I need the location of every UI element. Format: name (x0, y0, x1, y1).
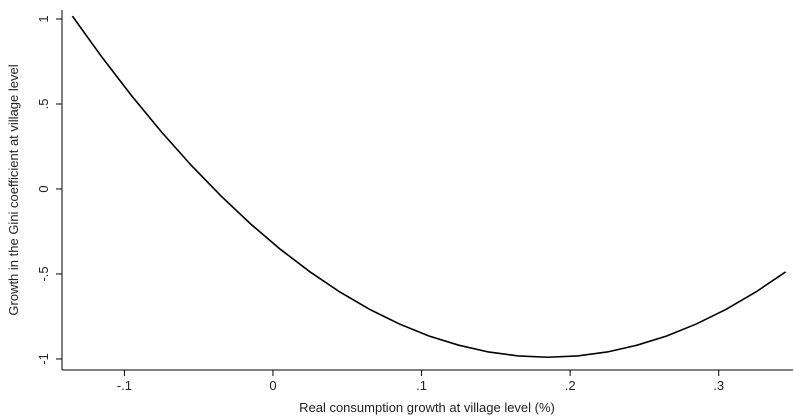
x-tick-label: .3 (713, 378, 724, 393)
line (71, 15, 787, 359)
y-tick-label: -.5 (36, 266, 51, 281)
x-tick-label: -.1 (117, 378, 132, 393)
y-tick-label: 0 (36, 185, 51, 192)
x-axis-title: Real consumption growth at village level… (299, 400, 555, 415)
x-tick-label: .1 (416, 378, 427, 393)
y-tick-label: 1 (36, 15, 51, 22)
x-tick-label: 0 (269, 378, 276, 393)
x-tick-label: .2 (565, 378, 576, 393)
y-axis-title: Growth in the Gini coefficient at villag… (6, 64, 21, 315)
y-tick-label: .5 (36, 99, 51, 110)
y-tick-label: -1 (36, 353, 51, 365)
